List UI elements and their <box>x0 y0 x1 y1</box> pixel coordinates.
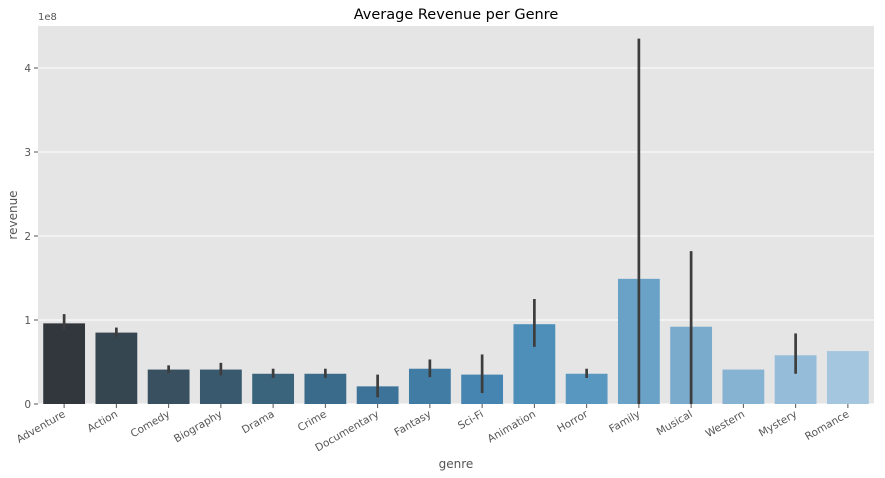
bar-drama <box>252 373 295 404</box>
x-tick-label: Adventure <box>15 408 68 446</box>
x-tick-label: Romance <box>803 408 851 443</box>
y-tick-label: 2 <box>24 231 31 243</box>
x-tick-label: Mystery <box>757 408 799 439</box>
y-axis-label: revenue <box>6 190 20 239</box>
x-tick-label: Animation <box>486 408 538 445</box>
x-tick-label: Western <box>704 408 747 440</box>
y-tick-label: 0 <box>24 399 31 411</box>
chart-title: Average Revenue per Genre <box>354 7 559 23</box>
bar-comedy <box>147 369 190 404</box>
bar-adventure <box>43 323 86 404</box>
x-tick-label: Comedy <box>129 408 173 440</box>
x-tick-label: Crime <box>296 408 329 434</box>
x-tick-label: Family <box>607 408 642 435</box>
x-tick-label: Musical <box>655 408 695 438</box>
bar-action <box>95 332 138 404</box>
x-tick-label: Biography <box>172 408 224 445</box>
x-tick-label: Sci-Fi <box>456 408 486 432</box>
y-offset-label: 1e8 <box>38 12 57 23</box>
bar-crime <box>304 373 347 404</box>
y-axis-ticks: 0 1 2 3 4 <box>24 63 38 411</box>
x-axis-label: genre <box>439 457 474 471</box>
x-tick-label: Horror <box>555 408 590 435</box>
y-tick-label: 3 <box>24 147 31 159</box>
y-tick-label: 4 <box>24 63 31 75</box>
plot-background <box>38 26 874 404</box>
bar-horror <box>565 373 608 404</box>
y-tick-label: 1 <box>24 315 31 327</box>
error-bars <box>62 38 797 404</box>
x-tick-label: Fantasy <box>392 408 433 439</box>
bar-western <box>722 369 765 404</box>
bar-romance <box>826 351 869 404</box>
x-axis-ticks: Adventure Action Comedy Biography Drama Crime… <box>15 404 851 454</box>
x-tick-label: Action <box>85 408 119 435</box>
x-tick-label: Drama <box>240 408 277 436</box>
